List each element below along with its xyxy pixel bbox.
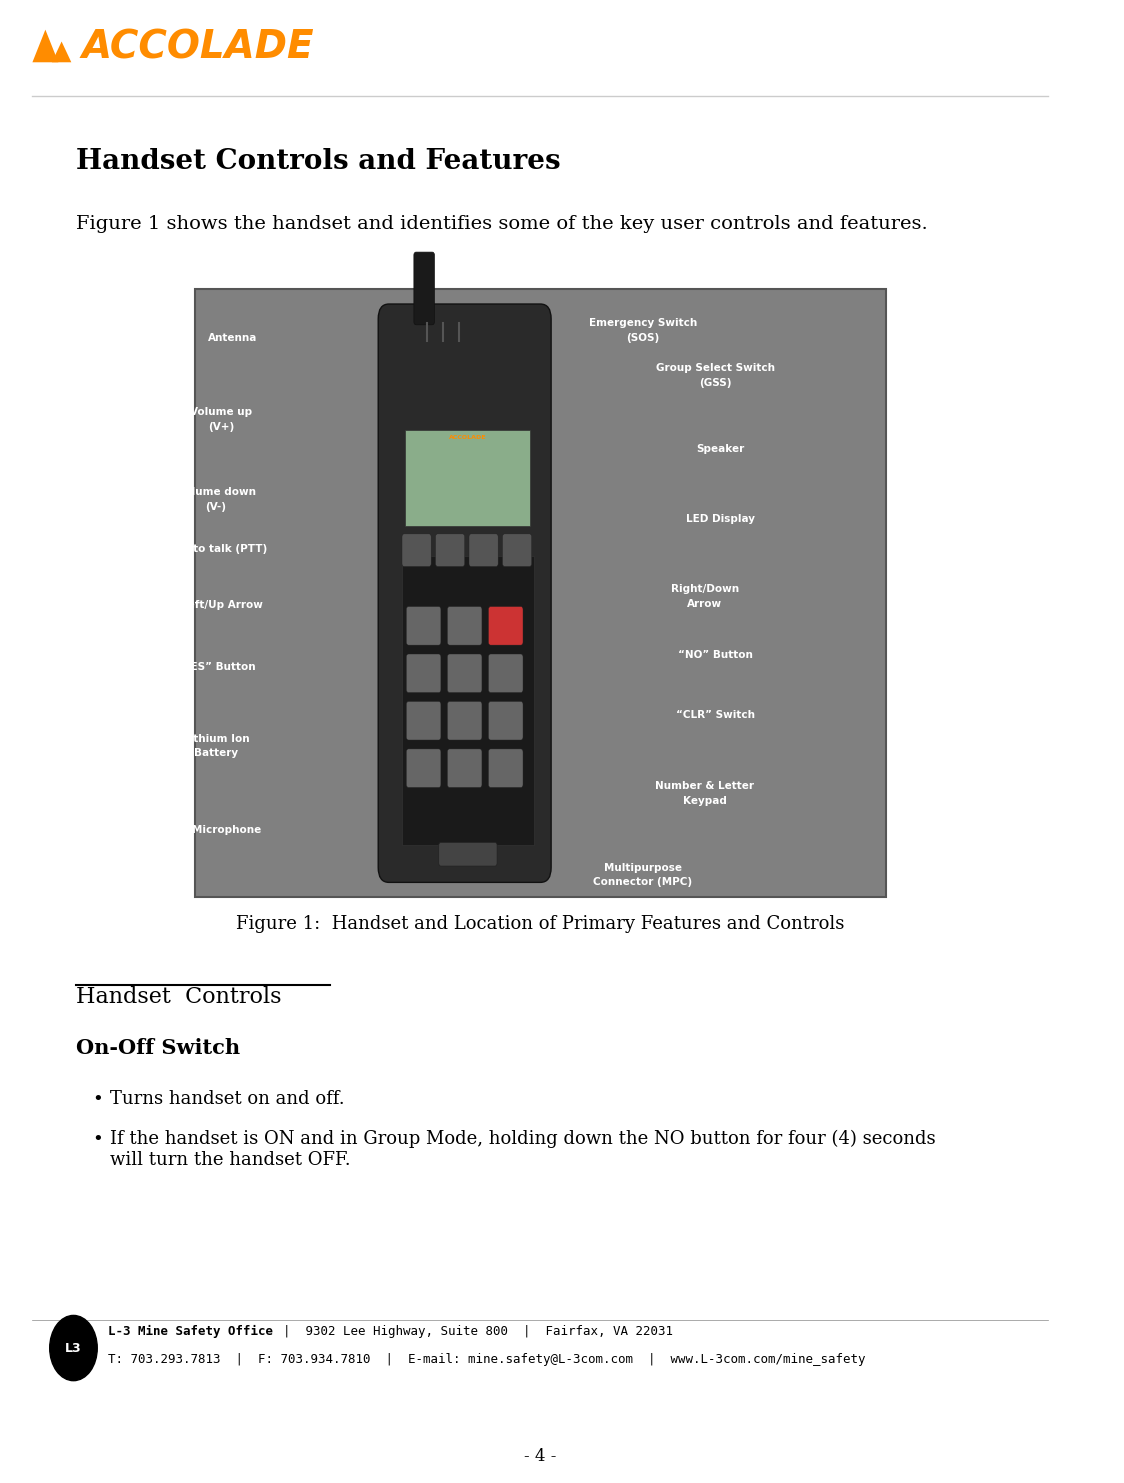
FancyBboxPatch shape xyxy=(489,749,523,787)
Text: LED Display: LED Display xyxy=(687,515,755,523)
Text: Turns handset on and off.: Turns handset on and off. xyxy=(110,1090,345,1108)
Text: Volume up: Volume up xyxy=(190,408,253,417)
FancyBboxPatch shape xyxy=(438,842,497,866)
Text: L3: L3 xyxy=(65,1342,82,1354)
Polygon shape xyxy=(33,30,58,62)
FancyBboxPatch shape xyxy=(502,534,532,567)
Text: Group Select Switch: Group Select Switch xyxy=(656,363,774,372)
Text: ACCOLADE: ACCOLADE xyxy=(81,28,314,67)
FancyBboxPatch shape xyxy=(194,289,886,897)
FancyBboxPatch shape xyxy=(435,534,464,567)
Text: •: • xyxy=(92,1090,102,1108)
Text: Microphone: Microphone xyxy=(192,826,262,835)
Text: Emergency Switch: Emergency Switch xyxy=(589,319,697,328)
Text: Right/Down: Right/Down xyxy=(671,584,738,593)
Text: Left/Up Arrow: Left/Up Arrow xyxy=(181,601,263,610)
Text: On-Off Switch: On-Off Switch xyxy=(75,1038,239,1057)
Text: (GSS): (GSS) xyxy=(699,378,732,387)
Text: Speaker: Speaker xyxy=(697,445,745,454)
Polygon shape xyxy=(52,42,71,62)
Text: T: 703.293.7813  |  F: 703.934.7810  |  E-mail: mine.safety@L-3com.com  |  www.L: T: 703.293.7813 | F: 703.934.7810 | E-ma… xyxy=(108,1354,865,1366)
FancyBboxPatch shape xyxy=(489,607,523,645)
Text: “CLR” Switch: “CLR” Switch xyxy=(676,710,755,719)
Text: Arrow: Arrow xyxy=(687,599,722,608)
Text: ACCOLADE: ACCOLADE xyxy=(450,435,487,440)
Text: Handset Controls and Features: Handset Controls and Features xyxy=(75,148,560,175)
FancyBboxPatch shape xyxy=(414,252,434,325)
Text: “YES” Button: “YES” Button xyxy=(176,663,256,672)
FancyBboxPatch shape xyxy=(406,607,441,645)
Text: Handset  Controls: Handset Controls xyxy=(75,986,281,1008)
Text: (V-): (V-) xyxy=(206,503,227,512)
FancyBboxPatch shape xyxy=(447,701,482,740)
Text: “NO” Button: “NO” Button xyxy=(678,651,753,660)
FancyBboxPatch shape xyxy=(402,556,534,845)
FancyBboxPatch shape xyxy=(447,607,482,645)
Text: Lithium Ion: Lithium Ion xyxy=(183,734,250,743)
Circle shape xyxy=(49,1315,98,1381)
FancyBboxPatch shape xyxy=(378,304,551,882)
Text: Figure 1 shows the handset and identifies some of the key user controls and feat: Figure 1 shows the handset and identifie… xyxy=(75,215,927,233)
Text: Antenna: Antenna xyxy=(208,334,257,343)
Text: Keypad: Keypad xyxy=(682,796,726,805)
FancyBboxPatch shape xyxy=(489,654,523,693)
FancyBboxPatch shape xyxy=(469,534,498,567)
Text: |  9302 Lee Highway, Suite 800  |  Fairfax, VA 22031: | 9302 Lee Highway, Suite 800 | Fairfax,… xyxy=(268,1326,673,1338)
FancyBboxPatch shape xyxy=(402,534,432,567)
Text: (SOS): (SOS) xyxy=(626,334,660,343)
FancyBboxPatch shape xyxy=(406,701,441,740)
Text: (V+): (V+) xyxy=(208,423,235,432)
FancyBboxPatch shape xyxy=(406,430,529,526)
FancyBboxPatch shape xyxy=(489,701,523,740)
FancyBboxPatch shape xyxy=(447,654,482,693)
Text: Multipurpose: Multipurpose xyxy=(604,863,682,872)
FancyBboxPatch shape xyxy=(406,654,441,693)
Text: If the handset is ON and in Group Mode, holding down the NO button for four (4) : If the handset is ON and in Group Mode, … xyxy=(110,1130,936,1169)
Text: Push to talk (PTT): Push to talk (PTT) xyxy=(161,544,268,553)
FancyBboxPatch shape xyxy=(406,749,441,787)
Text: •: • xyxy=(92,1130,102,1148)
Text: Volume down: Volume down xyxy=(176,488,255,497)
Text: - 4 -: - 4 - xyxy=(524,1447,556,1465)
Text: Battery: Battery xyxy=(194,749,238,758)
Text: Number & Letter: Number & Letter xyxy=(655,782,754,790)
Text: L-3 Mine Safety Office: L-3 Mine Safety Office xyxy=(108,1326,273,1338)
Text: Figure 1:  Handset and Location of Primary Features and Controls: Figure 1: Handset and Location of Primar… xyxy=(236,915,844,933)
FancyBboxPatch shape xyxy=(447,749,482,787)
Text: Connector (MPC): Connector (MPC) xyxy=(593,878,692,887)
